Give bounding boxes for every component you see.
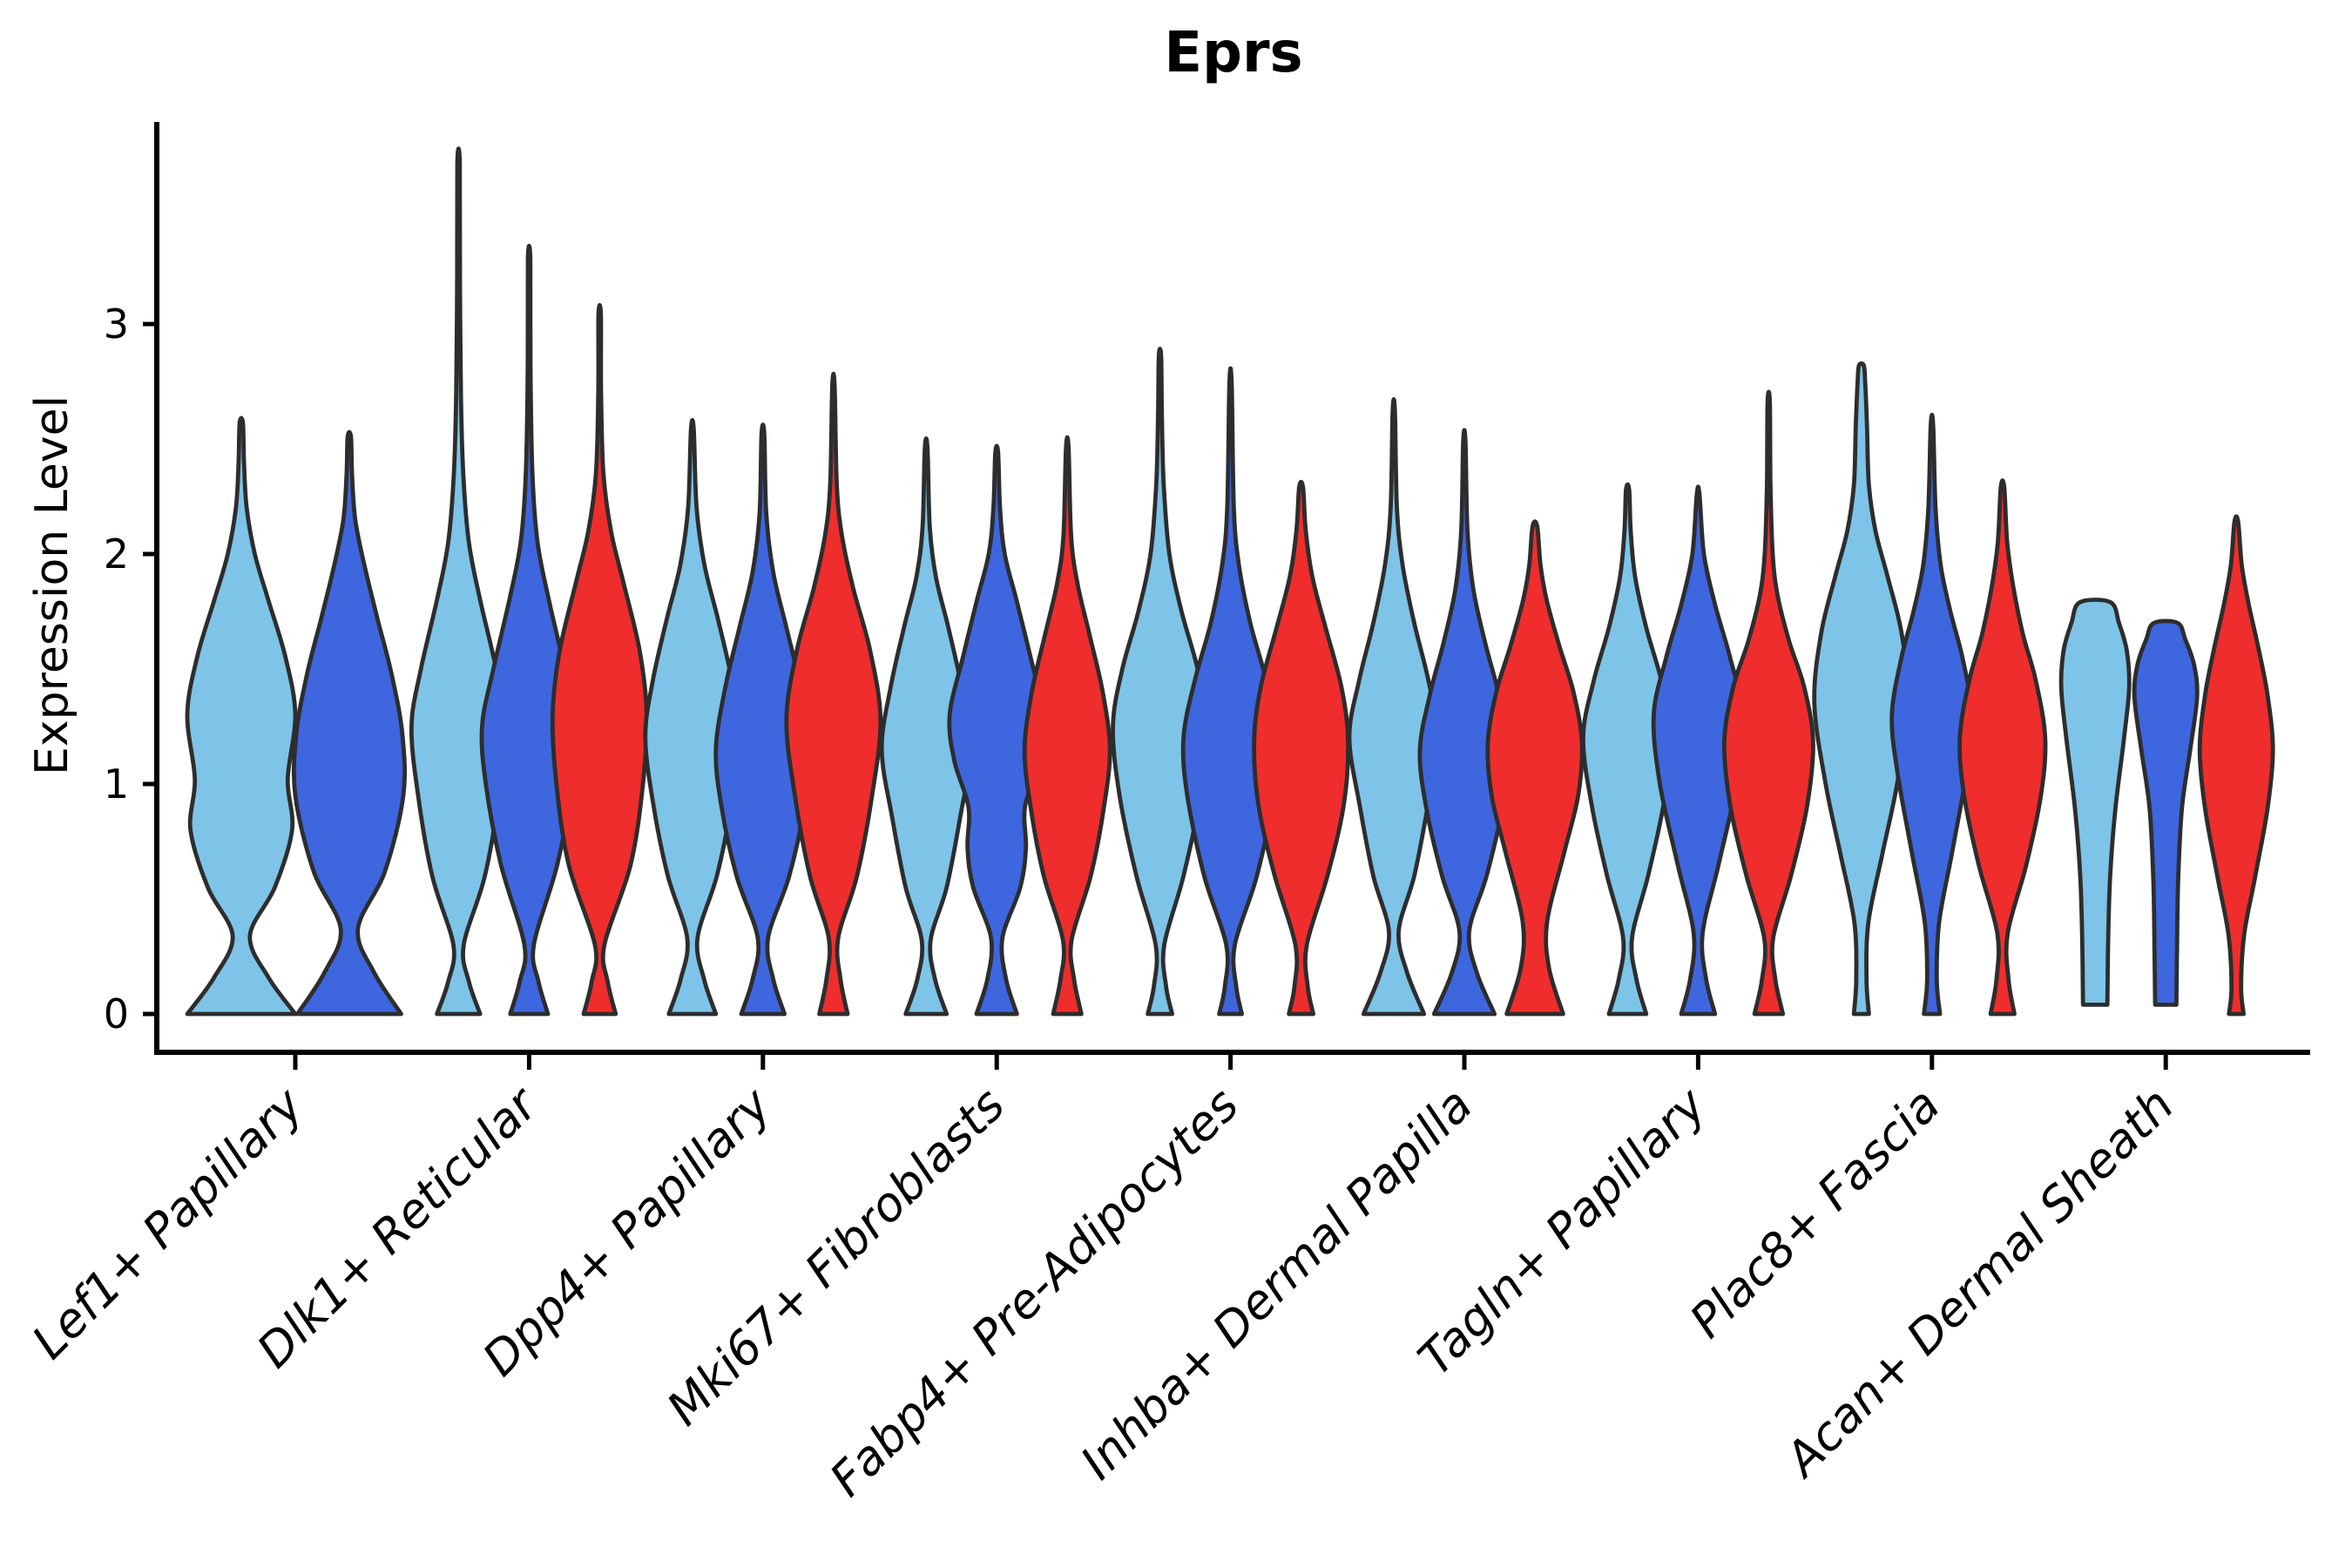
violin-6-0 bbox=[1580, 482, 1674, 1017]
violin-3-0 bbox=[879, 436, 973, 1017]
violin-1-0 bbox=[409, 146, 508, 1017]
violin-7-2 bbox=[1957, 478, 2048, 1017]
violin-5-2 bbox=[1485, 519, 1585, 1017]
violin-3-2 bbox=[1022, 435, 1112, 1017]
y-tick-label: 1 bbox=[104, 760, 129, 808]
chart-title: Eprs bbox=[1164, 21, 1303, 85]
violin-4-2 bbox=[1252, 479, 1351, 1017]
violin-0-0 bbox=[185, 416, 298, 1017]
violin-6-1 bbox=[1651, 484, 1746, 1017]
x-tick-label-8: Acan+ Dermal Sheath bbox=[1773, 1078, 2184, 1489]
violin-8-1 bbox=[2132, 618, 2200, 1007]
violin-0-1 bbox=[291, 429, 408, 1017]
violin-1-2 bbox=[550, 302, 649, 1017]
x-tick-label-5: Inhba+ Dermal Papilla bbox=[1070, 1078, 1483, 1490]
y-tick-label: 3 bbox=[104, 301, 129, 348]
x-tick-label-7: Plac8+ Fascia bbox=[1680, 1078, 1950, 1348]
y-tick-label: 2 bbox=[104, 531, 129, 578]
y-tick-label: 0 bbox=[104, 990, 129, 1037]
x-tick-label-4: Fabp4+ Pre-Adipocytes bbox=[819, 1078, 1248, 1507]
violin-6-2 bbox=[1721, 389, 1815, 1017]
violin-8-2 bbox=[2197, 514, 2275, 1017]
violin-5-0 bbox=[1347, 397, 1441, 1017]
violin-3-1 bbox=[947, 443, 1046, 1017]
violin-8-0 bbox=[2058, 598, 2132, 1007]
violin-2-2 bbox=[784, 371, 883, 1017]
y-axis-title: Expression Level bbox=[26, 395, 78, 776]
violin-7-1 bbox=[1889, 412, 1975, 1017]
violin-5-1 bbox=[1417, 428, 1511, 1017]
